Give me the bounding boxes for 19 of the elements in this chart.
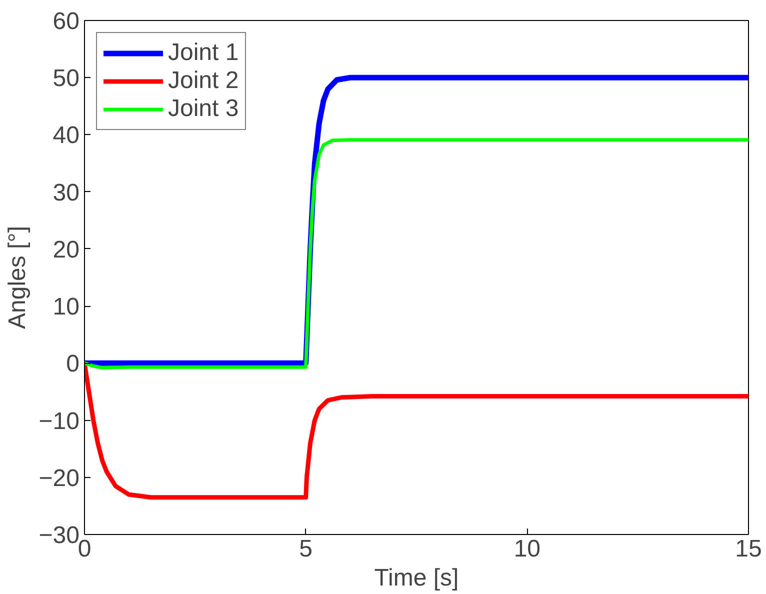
x-tick-label: 10 bbox=[514, 536, 541, 562]
y-tick-label: 20 bbox=[52, 236, 80, 264]
y-tick-label: 10 bbox=[52, 294, 80, 321]
y-tick-label: 60 bbox=[52, 8, 80, 35]
y-tick-label: −20 bbox=[38, 464, 80, 492]
x-tick-label: 5 bbox=[299, 536, 313, 562]
y-tick-label: −10 bbox=[38, 408, 80, 435]
y-tick-label: 40 bbox=[52, 122, 80, 150]
y-tick-label: −30 bbox=[38, 522, 80, 549]
y-tick-label: 50 bbox=[52, 65, 80, 92]
x-axis-title: Time [s] bbox=[374, 564, 459, 592]
line-series bbox=[84, 138, 748, 370]
y-tick-label: 0 bbox=[66, 350, 80, 378]
y-tick-label: 30 bbox=[52, 179, 80, 206]
x-tick-label: 15 bbox=[735, 536, 762, 562]
y-axis-title: Angles [°] bbox=[4, 226, 31, 329]
legend-label: Joint 3 bbox=[168, 95, 239, 123]
legend-label: Joint 2 bbox=[168, 67, 239, 95]
legend-label: Joint 1 bbox=[168, 39, 239, 67]
